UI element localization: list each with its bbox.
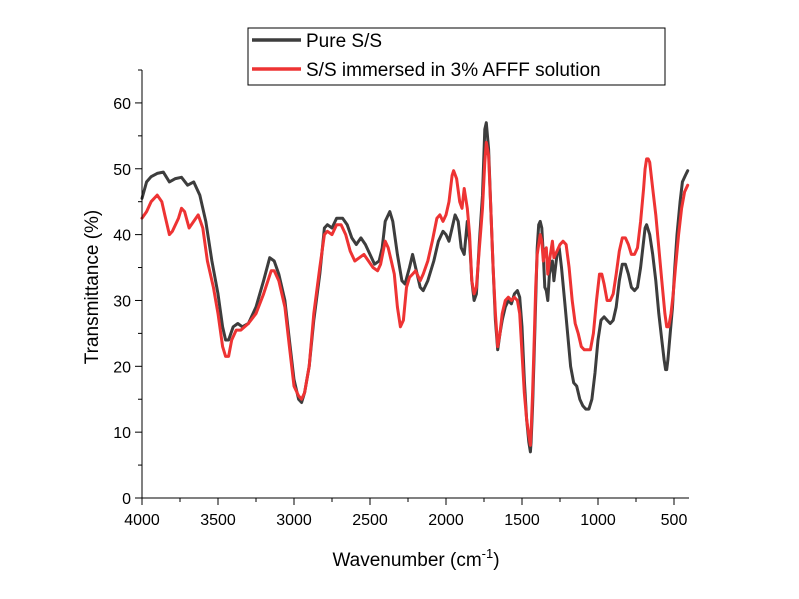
- x-tick-label: 3500: [200, 512, 236, 529]
- y-ticks: 0 10 20 30 40 50 60: [113, 69, 142, 508]
- y-tick-label: 0: [122, 491, 131, 508]
- x-axis-title-sup: -1: [482, 546, 494, 561]
- x-tick-label: 2000: [428, 512, 464, 529]
- x-tick-label: 3000: [276, 512, 312, 529]
- y-tick-label: 10: [113, 425, 131, 442]
- x-tick-label: 4000: [124, 512, 160, 529]
- legend: Pure S/S S/S immersed in 3% AFFF solutio…: [247, 27, 666, 86]
- axes: 4000 3500 3000 2500 2000 1500 1000 500 0 10 20 30 4…: [113, 69, 689, 529]
- y-tick-label: 60: [113, 96, 131, 113]
- x-tick-label: 1500: [504, 512, 540, 529]
- x-tick-label: 500: [661, 512, 688, 529]
- legend-box: [247, 27, 666, 86]
- y-axis-title: Transmittance (%): [82, 210, 103, 365]
- y-tick-label: 50: [113, 162, 131, 179]
- x-tick-label: 1000: [580, 512, 616, 529]
- legend-label-pure: Pure S/S: [306, 31, 382, 52]
- x-axis-title-end: ): [493, 550, 499, 571]
- x-ticks: 4000 3500 3000 2500 2000 1500 1000 500: [124, 498, 687, 529]
- y-tick-label: 20: [113, 359, 131, 376]
- y-tick-label: 40: [113, 228, 131, 245]
- series-line-1: [140, 140, 690, 447]
- legend-label-afff: S/S immersed in 3% AFFF solution: [306, 60, 601, 81]
- x-axis-title: Wavenumber (cm-1): [332, 546, 499, 571]
- x-axis-title-main: Wavenumber (cm: [332, 550, 481, 571]
- x-tick-label: 2500: [352, 512, 388, 529]
- plot-lines: [140, 121, 690, 454]
- y-tick-label: 30: [113, 293, 131, 310]
